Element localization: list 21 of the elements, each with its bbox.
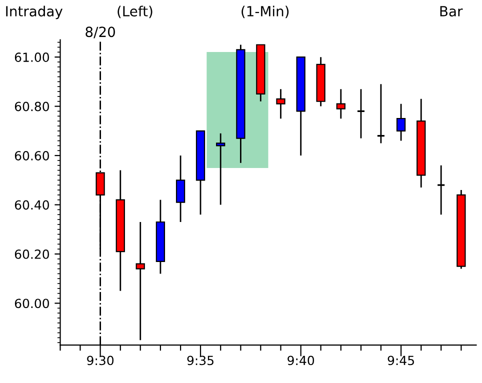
x-tick-label: 9:30 bbox=[87, 356, 114, 366]
candlestick bbox=[136, 221, 145, 341]
candlestick bbox=[336, 88, 346, 120]
text: (1-Min) bbox=[242, 6, 289, 18]
text: Intraday bbox=[6, 6, 63, 20]
y-tick-label: 60.40 bbox=[14, 200, 50, 210]
text: 8/20 bbox=[86, 26, 115, 38]
x-tick-label: 9:35 bbox=[187, 356, 214, 366]
y-tick-label: 61.00 bbox=[14, 52, 50, 62]
y-tick-label: 60.20 bbox=[14, 249, 50, 259]
text: Bar bbox=[440, 6, 463, 16]
candlestick bbox=[216, 132, 226, 206]
y-tick-label: 60.80 bbox=[14, 102, 50, 112]
x-tick-label: 9:45 bbox=[388, 356, 414, 366]
candlestick bbox=[176, 154, 186, 223]
candlestick bbox=[276, 88, 286, 120]
y-tick-label: 60.00 bbox=[14, 298, 50, 308]
candlestick bbox=[396, 103, 406, 142]
text: (Left) bbox=[118, 6, 152, 18]
x-tick-label: 9:40 bbox=[288, 356, 314, 366]
y-tick-label: 60.60 bbox=[14, 151, 50, 160]
